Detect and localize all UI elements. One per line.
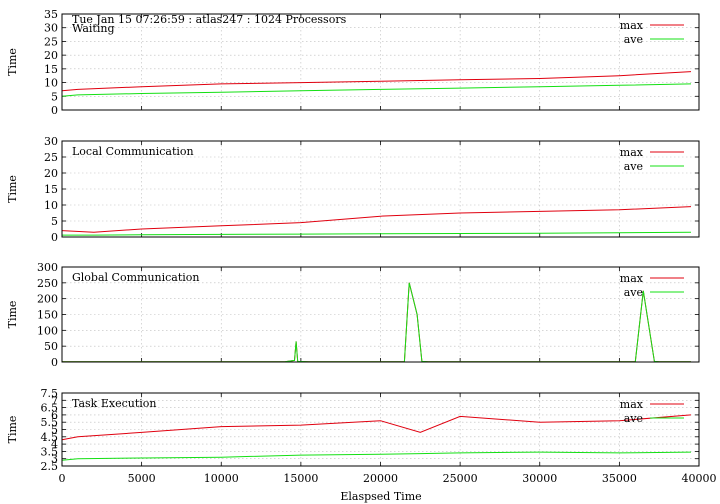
- series-line-ave: [61, 83, 692, 97]
- y-tick-label: 15: [44, 63, 58, 76]
- panel-title: Task Execution: [72, 397, 156, 410]
- legend-label-max: max: [620, 272, 644, 285]
- plot-frame: [61, 140, 700, 238]
- y-tick-label: 6: [51, 409, 58, 422]
- x-tick-label: 35000: [602, 472, 637, 485]
- legend-label-ave: ave: [624, 286, 643, 299]
- plot-frame: [61, 392, 700, 467]
- x-tick-label: 10000: [204, 472, 239, 485]
- plot-frame: [61, 266, 700, 363]
- y-tick-label: 5: [51, 215, 58, 228]
- series-line-max: [62, 282, 691, 363]
- y-tick-label: 0: [51, 104, 58, 117]
- y-tick-label: 30: [44, 135, 58, 148]
- legend-label-ave: ave: [624, 33, 643, 46]
- y-tick-label: 150: [37, 309, 58, 322]
- legend-label-ave: ave: [624, 160, 643, 173]
- y-tick-label: 35: [44, 8, 58, 21]
- y-tick-label: 50: [44, 340, 58, 353]
- y-tick-label: 3.5: [41, 445, 59, 458]
- y-tick-label: 0: [51, 356, 58, 369]
- x-tick-label: 20000: [363, 472, 398, 485]
- y-tick-label: 100: [37, 324, 58, 337]
- series-line-max: [61, 71, 692, 92]
- y-tick-label: 10: [44, 199, 58, 212]
- y-tick-label: 25: [44, 35, 58, 48]
- y-tick-label: 5: [51, 424, 58, 437]
- y-axis-title: Time: [6, 175, 19, 203]
- series-line-ave: [61, 451, 692, 461]
- y-tick-label: 7: [51, 394, 58, 407]
- panel-title: Local Communication: [72, 145, 194, 158]
- y-tick-label: 7.5: [41, 387, 59, 400]
- panel-title: Waiting: [72, 22, 115, 35]
- header-text: Tue Jan 15 07:26:59 : atlas247 : 1024 Pr…: [72, 13, 347, 26]
- y-tick-label: 0: [51, 231, 58, 244]
- y-tick-label: 5.5: [41, 416, 59, 429]
- y-tick-label: 15: [44, 183, 58, 196]
- y-tick-label: 4: [51, 438, 58, 451]
- y-tick-label: 4.5: [41, 431, 59, 444]
- legend-label-max: max: [620, 19, 644, 32]
- x-tick-label: 30000: [522, 472, 557, 485]
- legend-label-ave: ave: [624, 412, 643, 425]
- y-tick-label: 300: [37, 261, 58, 274]
- y-axis-title: Time: [6, 301, 19, 329]
- legend-label-max: max: [620, 398, 644, 411]
- y-tick-label: 25: [44, 151, 58, 164]
- y-axis-title: Time: [6, 416, 19, 444]
- plot-frame: [61, 13, 700, 111]
- y-tick-label: 200: [37, 293, 58, 306]
- x-tick-label: 15000: [283, 472, 318, 485]
- y-tick-label: 250: [37, 277, 58, 290]
- y-tick-label: 2.5: [41, 460, 59, 473]
- y-tick-label: 3: [51, 453, 58, 466]
- y-tick-label: 10: [44, 77, 58, 90]
- x-tick-label: 40000: [682, 472, 717, 485]
- x-tick-label: 5000: [128, 472, 156, 485]
- series-line-ave: [62, 231, 692, 236]
- y-tick-label: 30: [44, 22, 58, 35]
- y-tick-label: 20: [44, 167, 58, 180]
- series-line-ave: [62, 282, 691, 363]
- series-line-max: [61, 206, 692, 233]
- y-axis-title: Time: [6, 48, 19, 76]
- x-axis-title: Elaspsed Time: [340, 490, 421, 503]
- legend-label-max: max: [620, 146, 644, 159]
- series-line-max: [61, 414, 692, 441]
- x-tick-label: 0: [59, 472, 66, 485]
- x-tick-label: 25000: [443, 472, 478, 485]
- y-tick-label: 20: [44, 49, 58, 62]
- panel-title: Global Communication: [72, 271, 200, 284]
- y-tick-label: 6.5: [41, 402, 59, 415]
- y-tick-label: 5: [51, 90, 58, 103]
